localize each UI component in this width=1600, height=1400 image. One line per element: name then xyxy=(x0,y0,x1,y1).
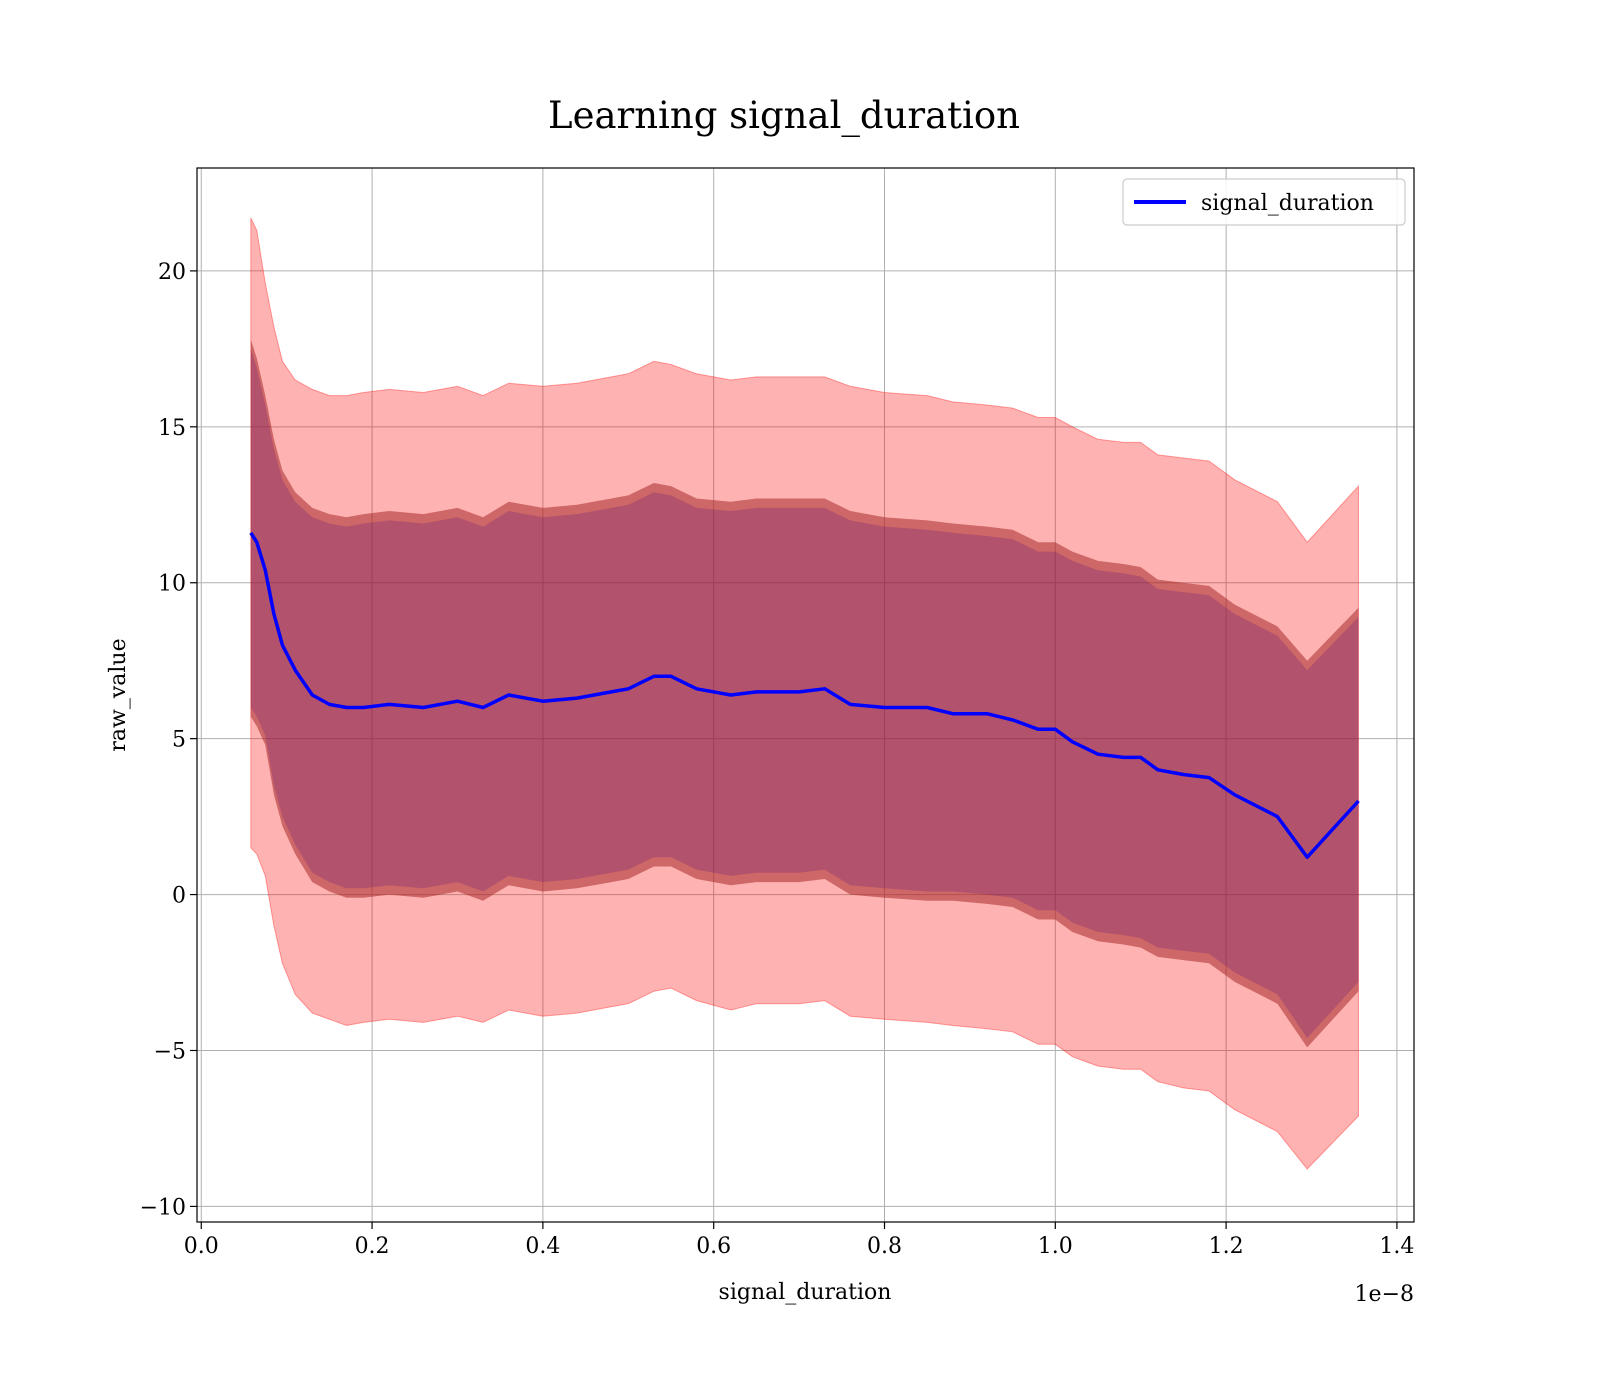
x-tick-label: 1.4 xyxy=(1379,1234,1414,1259)
y-tick-label: −10 xyxy=(140,1195,186,1220)
legend-label: signal_duration xyxy=(1201,191,1374,216)
legend-box xyxy=(1122,178,1406,226)
plot-frame xyxy=(196,167,1415,1223)
x-tick-label: 0.0 xyxy=(184,1234,219,1259)
chart-title: Learning signal_duration xyxy=(548,94,1020,138)
y-tick-label: −5 xyxy=(154,1039,186,1064)
y-tick-label: 10 xyxy=(158,572,186,597)
x-axis-label: signal_duration xyxy=(719,1280,892,1305)
x-tick-label: 1.2 xyxy=(1209,1234,1244,1259)
y-tick-label: 0 xyxy=(172,884,186,909)
x-axis-offset-label: 1e−8 xyxy=(1355,1282,1414,1307)
y-tick-label: 15 xyxy=(158,416,186,441)
x-tick-label: 0.4 xyxy=(525,1234,560,1259)
band-layer xyxy=(250,217,1359,1170)
legend: signal_duration xyxy=(1122,178,1406,226)
y-axis-label: raw_value xyxy=(106,638,131,751)
x-tick-label: 0.2 xyxy=(355,1234,390,1259)
x-tick-label: 0.8 xyxy=(867,1234,902,1259)
tick-layer: 0.0 0.2 0.4 0.6 0.8 1.0 1.2 1.4 −10 −5 0 5 10 15 20 xyxy=(140,260,1415,1259)
y-tick-label: 20 xyxy=(158,260,186,285)
x-tick-label: 0.6 xyxy=(696,1234,731,1259)
inner-confidence-band xyxy=(250,339,1359,1048)
series-line-signal-duration xyxy=(249,531,1360,859)
line-layer xyxy=(249,531,1360,859)
x-tick-label: 1.0 xyxy=(1038,1234,1073,1259)
std-band xyxy=(250,348,1359,1038)
y-tick-label: 5 xyxy=(172,728,186,753)
